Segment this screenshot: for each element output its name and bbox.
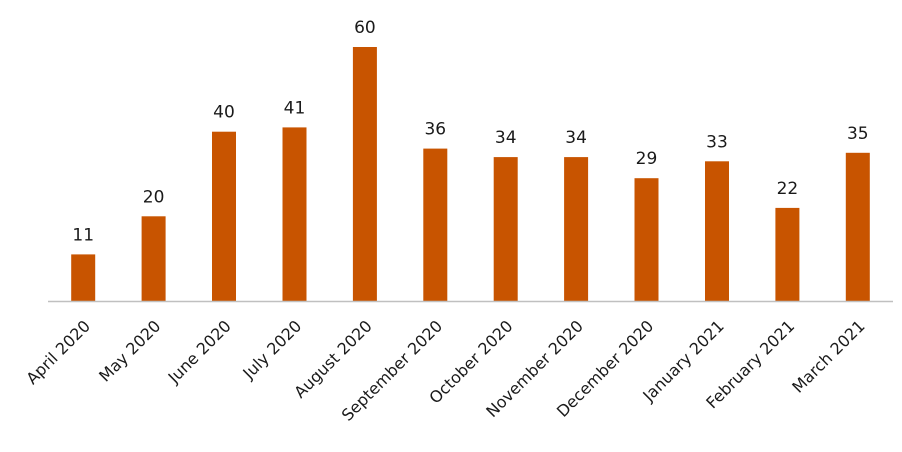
bar-february-2021	[775, 207, 800, 301]
data-label-april-2020: 11	[72, 225, 94, 245]
bar-march-2021	[845, 152, 870, 301]
x-tick-label-march-2021: March 2021	[788, 316, 868, 396]
data-label-may-2020: 20	[143, 187, 165, 207]
bar-november-2020	[564, 157, 589, 301]
data-label-august-2020: 60	[354, 18, 376, 38]
data-label-july-2020: 41	[284, 98, 306, 118]
x-tick-label-april-2020: April 2020	[22, 316, 94, 388]
bar-may-2020	[141, 216, 166, 301]
bars-group	[71, 47, 870, 302]
bar-july-2020	[282, 127, 307, 302]
bar-september-2020	[423, 148, 448, 301]
bar-october-2020	[493, 157, 518, 301]
data-label-june-2020: 40	[213, 103, 235, 123]
bar-august-2020	[352, 47, 377, 301]
bar-june-2020	[212, 131, 236, 301]
bar-april-2020	[71, 254, 96, 301]
data-label-november-2020: 34	[565, 128, 587, 148]
data-labels-group: 11 20 40 41 60 36 34 34 29 33 22 35	[72, 18, 868, 245]
x-tick-labels-group: April 2020 May 2020 June 2020 July 2020Augu…	[22, 316, 868, 424]
x-tick-label-may-2020: May 2020	[95, 316, 164, 385]
data-label-february-2021: 22	[777, 179, 799, 199]
bar-january-2021	[705, 161, 729, 301]
data-label-october-2020: 34	[495, 128, 517, 148]
x-tick-label-july-2020: July 2020	[238, 316, 305, 383]
data-label-september-2020: 36	[424, 120, 446, 140]
data-label-march-2021: 35	[847, 124, 869, 144]
bar-december-2020	[634, 178, 659, 301]
data-label-december-2020: 29	[636, 149, 658, 169]
x-tick-label-june-2020: June 2020	[164, 316, 235, 387]
data-label-january-2021: 33	[706, 132, 728, 152]
